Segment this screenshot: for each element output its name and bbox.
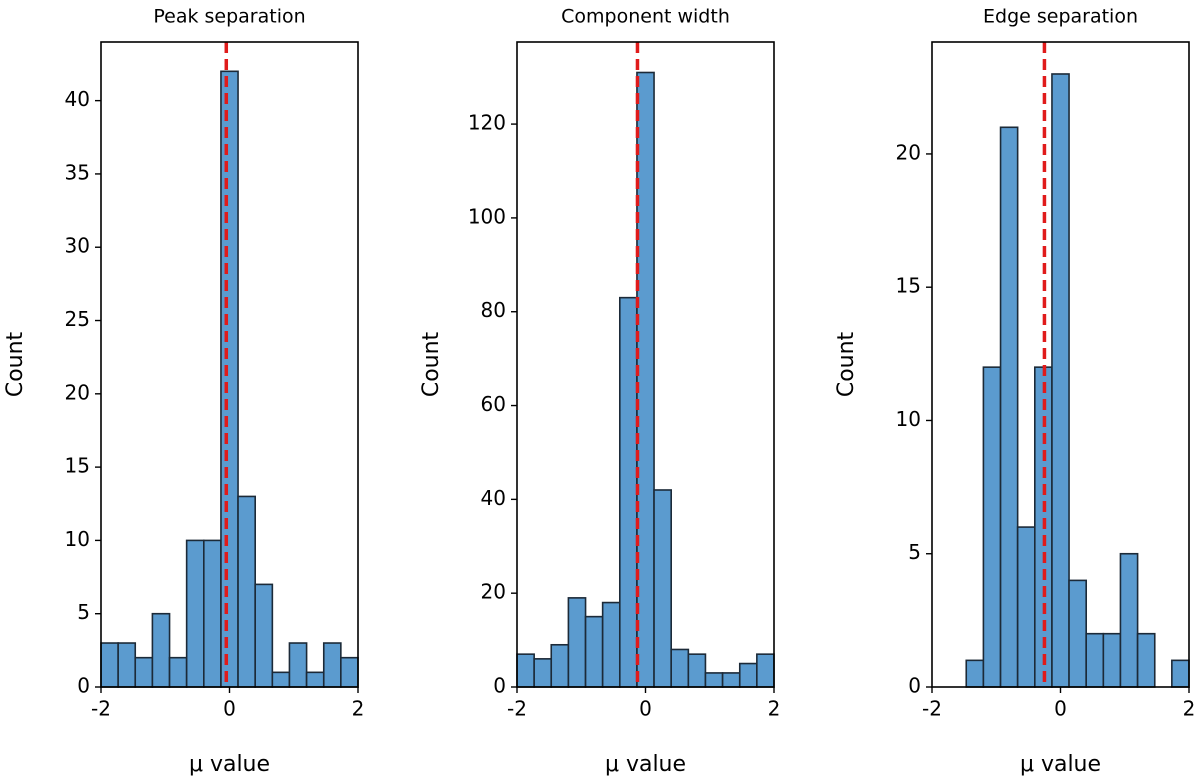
- y-tick-label: 40: [481, 486, 506, 510]
- x-tick-label: 0: [1054, 697, 1067, 721]
- histogram-bar: [271, 671, 291, 688]
- histogram-bar: [1051, 73, 1070, 688]
- histogram-bar: [653, 489, 672, 688]
- y-tick-label: 20: [65, 380, 90, 404]
- histogram-bar: [516, 653, 535, 688]
- histogram-bar: [550, 643, 570, 688]
- x-tick-label: 0: [223, 697, 236, 721]
- chart-title: Peak separation: [153, 6, 305, 28]
- histogram-bar: [1085, 632, 1105, 688]
- histogram-bar: [756, 653, 775, 688]
- y-tick-label: 80: [481, 298, 506, 322]
- chart-title: Edge separation: [983, 6, 1138, 28]
- histogram-bar: [1102, 632, 1122, 688]
- histogram-bar: [220, 70, 239, 688]
- histogram-bar: [721, 672, 741, 688]
- histogram-bar: [322, 642, 342, 688]
- histogram-bar: [687, 653, 707, 688]
- y-tick-label: 0: [493, 674, 506, 698]
- y-tick-label: 40: [65, 87, 90, 111]
- y-tick-label: 10: [896, 407, 921, 431]
- y-tick-label: 15: [896, 274, 921, 298]
- x-tick-label: -2: [922, 697, 942, 721]
- y-axis-label: Count: [419, 331, 444, 397]
- histogram-bar: [340, 656, 359, 688]
- y-tick-label: 0: [77, 674, 90, 698]
- histogram-bar: [965, 659, 985, 688]
- y-tick-label: 120: [468, 111, 506, 135]
- x-tick-label: 2: [1183, 697, 1196, 721]
- histogram-bar: [288, 642, 308, 688]
- x-tick-label: -2: [91, 697, 111, 721]
- histogram-bar: [117, 642, 137, 688]
- y-tick-label: 35: [65, 160, 90, 184]
- histogram-bar: [168, 656, 188, 688]
- y-tick-label: 60: [481, 392, 506, 416]
- histogram-bar: [601, 601, 621, 688]
- y-tick-label: 5: [908, 540, 921, 564]
- histogram-bar: [185, 539, 205, 688]
- y-tick-label: 0: [908, 674, 921, 698]
- x-axis-label: μ value: [189, 752, 270, 777]
- y-tick-label: 15: [65, 454, 90, 478]
- histogram-bar: [1136, 632, 1156, 688]
- x-tick-label: 2: [768, 697, 781, 721]
- histogram-bar: [567, 597, 587, 688]
- histogram-bar: [151, 612, 171, 688]
- histogram-bar: [1171, 659, 1190, 688]
- x-tick-label: 2: [352, 697, 365, 721]
- histogram-bar: [704, 672, 724, 688]
- y-axis-label: Count: [834, 331, 859, 397]
- histogram-bar: [982, 366, 1002, 688]
- x-axis-label: μ value: [605, 752, 686, 777]
- y-tick-label: 5: [77, 600, 90, 624]
- x-tick-label: 0: [639, 697, 652, 721]
- histogram-bar: [203, 539, 222, 688]
- y-tick-label: 20: [481, 580, 506, 604]
- y-tick-label: 100: [468, 204, 506, 228]
- histogram-bar: [1119, 552, 1139, 688]
- histogram-bar: [533, 658, 553, 688]
- histogram-bar: [584, 615, 604, 688]
- histogram-bar: [305, 671, 325, 688]
- histogram-bar: [738, 662, 758, 688]
- histogram-bar: [237, 495, 257, 688]
- histogram-bar: [134, 656, 154, 688]
- histogram-bar: [670, 648, 690, 688]
- histogram-bar: [999, 126, 1019, 688]
- histogram-bar: [1016, 526, 1036, 688]
- y-tick-label: 25: [65, 307, 90, 331]
- histogram-bar: [618, 296, 638, 688]
- y-axis-label: Count: [3, 331, 28, 397]
- histogram-bar: [636, 71, 655, 688]
- histogram-bar: [1068, 579, 1088, 688]
- histogram-bar: [254, 583, 274, 688]
- y-tick-label: 20: [896, 140, 921, 164]
- chart-title: Component width: [561, 6, 730, 28]
- histogram-bar: [100, 642, 119, 688]
- y-tick-label: 30: [65, 234, 90, 258]
- x-tick-label: -2: [507, 697, 527, 721]
- y-tick-label: 10: [65, 527, 90, 551]
- x-axis-label: μ value: [1020, 752, 1101, 777]
